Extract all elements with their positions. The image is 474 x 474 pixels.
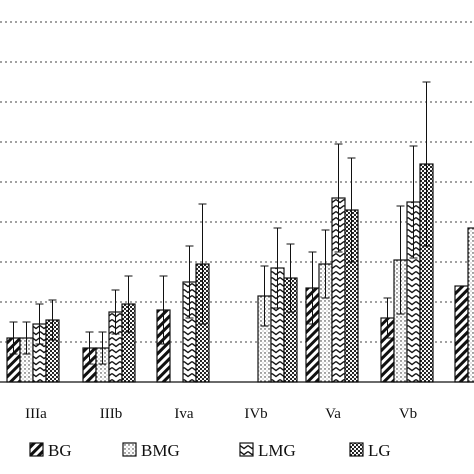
bar-bg-partial [454, 285, 469, 383]
x-tick-label: IIIb [100, 406, 123, 422]
bars-group [6, 163, 474, 383]
legend-label-bg: BG [48, 441, 72, 460]
legend-swatch-bmg [122, 442, 137, 457]
legend-swatch-bg [29, 442, 44, 457]
legend-label-lg: LG [368, 441, 391, 460]
x-tick-label: Vb [399, 406, 417, 422]
legend-swatch-lmg [239, 442, 254, 457]
error-bars-group [9, 81, 431, 365]
legend-label-lmg: LMG [258, 441, 296, 460]
bar-bmg-partial [467, 227, 474, 383]
x-tick-label: Iva [174, 406, 193, 422]
x-tick-label: IIIa [25, 406, 47, 422]
legend-swatch-lg [349, 442, 364, 457]
legend-label-bmg: BMG [141, 441, 180, 460]
legend: BG BMG LMG LG [29, 441, 391, 460]
x-tick-labels: IIIa IIIb Iva IVb Va Vb [25, 406, 417, 422]
x-tick-label: IVb [244, 406, 267, 422]
x-tick-label: Va [325, 406, 341, 422]
